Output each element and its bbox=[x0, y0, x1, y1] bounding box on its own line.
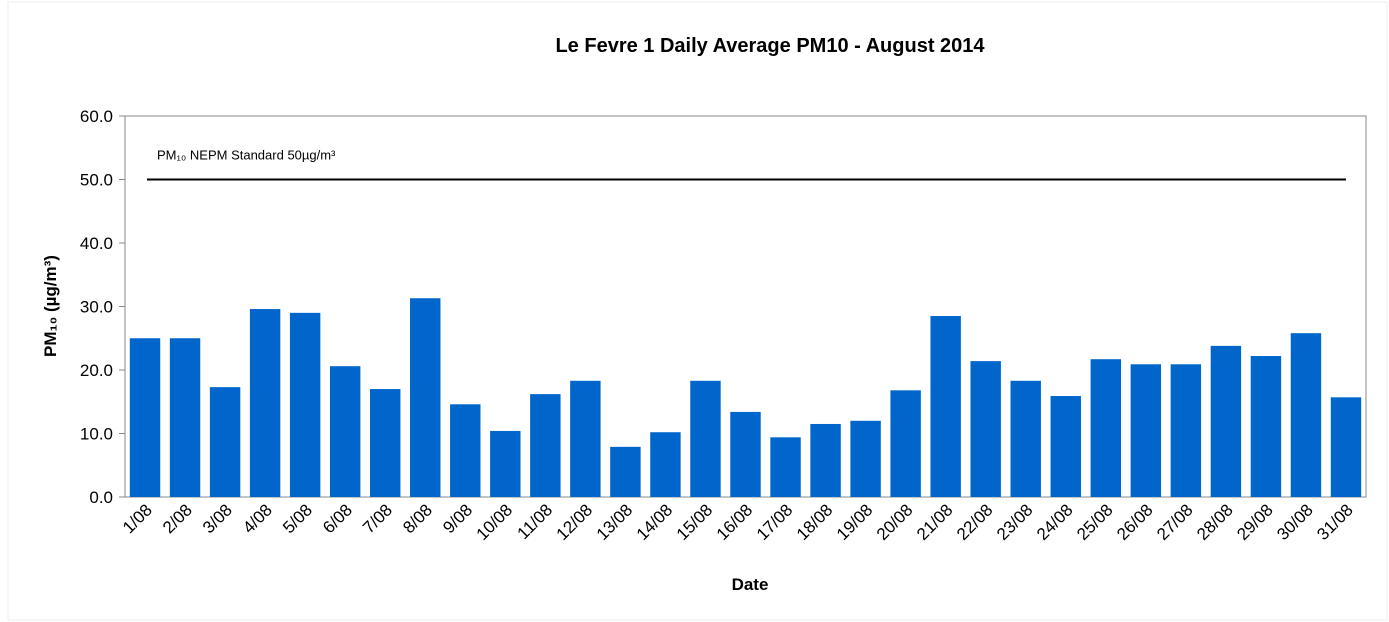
x-tick-label: 29/08 bbox=[1233, 500, 1277, 544]
bar bbox=[730, 411, 761, 497]
x-tick-label: 14/08 bbox=[633, 500, 677, 544]
bar bbox=[129, 338, 161, 497]
x-tick-label: 25/08 bbox=[1073, 500, 1117, 544]
bar bbox=[1130, 364, 1162, 497]
y-tick-label: 30.0 bbox=[80, 298, 113, 317]
x-tick-label: 22/08 bbox=[953, 500, 997, 544]
x-tick-label: 9/08 bbox=[439, 500, 476, 537]
bar bbox=[249, 309, 281, 497]
y-tick-label: 50.0 bbox=[80, 171, 113, 190]
x-tick-label: 13/08 bbox=[593, 500, 637, 544]
y-tick-label: 10.0 bbox=[80, 425, 113, 444]
bar bbox=[410, 298, 441, 497]
x-tick-label: 17/08 bbox=[753, 500, 797, 544]
x-tick-label: 3/08 bbox=[199, 500, 236, 537]
x-tick-label: 1/08 bbox=[119, 500, 156, 537]
bar bbox=[490, 430, 521, 497]
bar bbox=[209, 387, 241, 497]
x-tick-label: 27/08 bbox=[1153, 500, 1197, 544]
x-tick-label: 16/08 bbox=[713, 500, 757, 544]
chart-title: Le Fevre 1 Daily Average PM10 - August 2… bbox=[555, 35, 985, 57]
x-axis-label: Date bbox=[732, 575, 769, 594]
bar bbox=[530, 394, 561, 497]
x-tick-label: 15/08 bbox=[673, 500, 717, 544]
bar bbox=[850, 420, 881, 497]
x-tick-label: 26/08 bbox=[1113, 500, 1157, 544]
y-tick-label: 60.0 bbox=[80, 107, 113, 126]
bar bbox=[329, 366, 361, 497]
y-axis-label: PM₁₀ (µg/m³) bbox=[41, 255, 60, 357]
x-tick-label: 20/08 bbox=[873, 500, 917, 544]
x-tick-label: 19/08 bbox=[833, 500, 877, 544]
bar bbox=[450, 404, 481, 497]
x-tick-label: 23/08 bbox=[993, 500, 1037, 544]
bar bbox=[1170, 364, 1202, 497]
bar bbox=[610, 446, 641, 497]
bar bbox=[1330, 397, 1362, 497]
y-tick-label: 40.0 bbox=[80, 234, 113, 253]
x-tick-label: 24/08 bbox=[1033, 500, 1077, 544]
x-tick-label: 4/08 bbox=[239, 500, 276, 537]
bar bbox=[369, 389, 401, 497]
chart-frame bbox=[7, 1, 1388, 621]
x-tick-label: 31/08 bbox=[1313, 500, 1357, 544]
bar bbox=[890, 390, 921, 497]
x-tick-label: 5/08 bbox=[279, 500, 316, 537]
x-tick-label: 18/08 bbox=[793, 500, 837, 544]
x-tick-label: 6/08 bbox=[319, 500, 356, 537]
bar bbox=[570, 380, 601, 497]
y-tick-label: 20.0 bbox=[80, 361, 113, 380]
bar bbox=[289, 312, 321, 497]
bar bbox=[1050, 396, 1081, 497]
reference-label: PM₁₀ NEPM Standard 50µg/m³ bbox=[157, 148, 336, 163]
bar bbox=[650, 432, 681, 497]
bar bbox=[810, 423, 841, 497]
bar bbox=[970, 361, 1001, 497]
x-tick-label: 12/08 bbox=[553, 500, 597, 544]
bar bbox=[1090, 359, 1122, 497]
x-tick-label: 28/08 bbox=[1193, 500, 1237, 544]
x-tick-label: 2/08 bbox=[159, 500, 196, 537]
bar bbox=[690, 380, 721, 497]
y-tick-label: 0.0 bbox=[89, 488, 113, 507]
bar bbox=[1290, 333, 1322, 497]
x-tick-label: 21/08 bbox=[913, 500, 957, 544]
bar bbox=[930, 316, 961, 497]
bar bbox=[1250, 356, 1282, 497]
bar bbox=[169, 338, 201, 497]
bar bbox=[1010, 380, 1041, 497]
x-tick-label: 7/08 bbox=[359, 500, 396, 537]
bar bbox=[1210, 345, 1242, 497]
bar bbox=[770, 437, 801, 497]
x-tick-label: 11/08 bbox=[514, 500, 557, 543]
x-tick-label: 8/08 bbox=[399, 500, 436, 537]
x-tick-label: 10/08 bbox=[473, 500, 517, 544]
x-tick-label: 30/08 bbox=[1273, 500, 1317, 544]
